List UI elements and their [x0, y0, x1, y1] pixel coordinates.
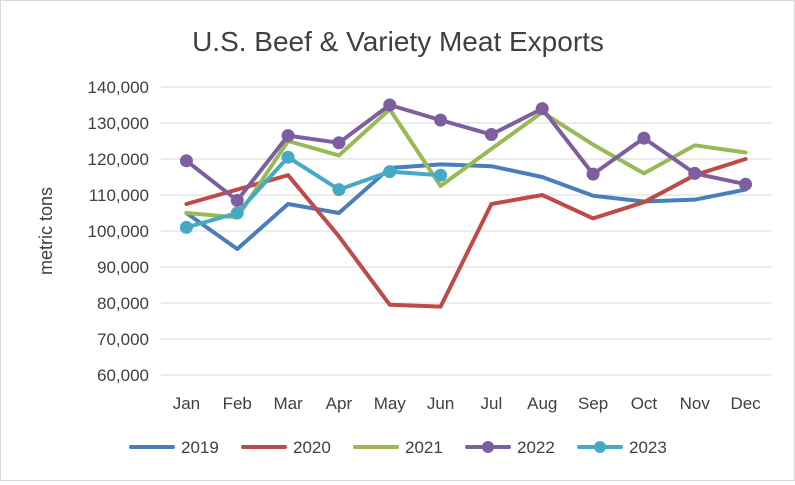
- x-tick-label: Aug: [527, 394, 557, 413]
- legend-item-2022: 2022: [465, 438, 555, 457]
- y-axis-label: metric tons: [36, 187, 56, 275]
- x-tick-labels: Jan Feb Mar Apr May Jun Jul Aug Sep Oct Nov Dec: [173, 394, 761, 413]
- legend-marker: [482, 441, 494, 453]
- data-point-2022: [637, 131, 651, 145]
- data-point-2023: [434, 168, 448, 182]
- data-point-2023: [230, 206, 244, 220]
- y-tick-labels: 60,000 70,000 80,000 90,000 100,000 110,000 12…: [88, 78, 149, 385]
- legend-item-2021: 2021: [353, 438, 443, 457]
- legend: 2019 2020 2021 2022 2023: [129, 438, 667, 457]
- x-tick-label: Feb: [223, 394, 252, 413]
- y-tick-label: 90,000: [97, 258, 149, 277]
- y-tick-label: 80,000: [97, 294, 149, 313]
- series-line-2021: [184, 107, 748, 220]
- y-tick-label: 70,000: [97, 330, 149, 349]
- x-tick-label: Apr: [326, 394, 353, 413]
- data-point-2022: [484, 128, 498, 142]
- legend-label: 2021: [405, 438, 443, 457]
- series-2020: [184, 157, 748, 309]
- series-group: [179, 98, 753, 309]
- data-point-2023: [383, 165, 397, 179]
- data-point-2022: [383, 98, 397, 112]
- data-point-2022: [688, 166, 702, 180]
- data-point-2022: [179, 154, 193, 168]
- y-tick-label: 120,000: [88, 150, 149, 169]
- data-point-2022: [739, 177, 753, 191]
- x-tick-label: Jun: [427, 394, 454, 413]
- legend-label: 2022: [517, 438, 555, 457]
- x-tick-label: Mar: [273, 394, 303, 413]
- data-point-2022: [434, 113, 448, 127]
- legend-label: 2020: [293, 438, 331, 457]
- x-tick-label: May: [374, 394, 407, 413]
- data-point-2022: [281, 129, 295, 143]
- legend-label: 2023: [629, 438, 667, 457]
- x-tick-label: Sep: [578, 394, 608, 413]
- chart-title: U.S. Beef & Variety Meat Exports: [192, 26, 604, 57]
- data-point-2022: [535, 102, 549, 116]
- data-point-2022: [332, 136, 346, 150]
- legend-label: 2019: [181, 438, 219, 457]
- y-tick-label: 130,000: [88, 114, 149, 133]
- y-tick-label: 110,000: [89, 186, 149, 205]
- series-2021: [184, 107, 748, 220]
- series-line-2022: [184, 103, 748, 203]
- series-line-2020: [184, 157, 748, 309]
- data-point-2023: [281, 150, 295, 164]
- x-tick-label: Jul: [481, 394, 503, 413]
- series-2023: [179, 150, 448, 234]
- y-tick-label: 60,000: [97, 366, 149, 385]
- x-tick-label: Nov: [680, 394, 711, 413]
- x-tick-label: Oct: [631, 394, 658, 413]
- legend-item-2020: 2020: [241, 438, 331, 457]
- data-point-2022: [586, 167, 600, 181]
- y-tick-label: 140,000: [88, 78, 149, 97]
- data-point-2023: [179, 220, 193, 234]
- x-tick-label: Jan: [173, 394, 200, 413]
- legend-item-2023: 2023: [577, 438, 667, 457]
- series-2022: [179, 98, 753, 207]
- legend-item-2019: 2019: [129, 438, 219, 457]
- data-point-2023: [332, 183, 346, 197]
- data-point-2022: [230, 193, 244, 207]
- legend-marker: [594, 441, 606, 453]
- gridlines: [161, 86, 771, 376]
- y-tick-label: 100,000: [88, 222, 149, 241]
- series-line-2023: [184, 155, 443, 230]
- x-tick-label: Dec: [730, 394, 761, 413]
